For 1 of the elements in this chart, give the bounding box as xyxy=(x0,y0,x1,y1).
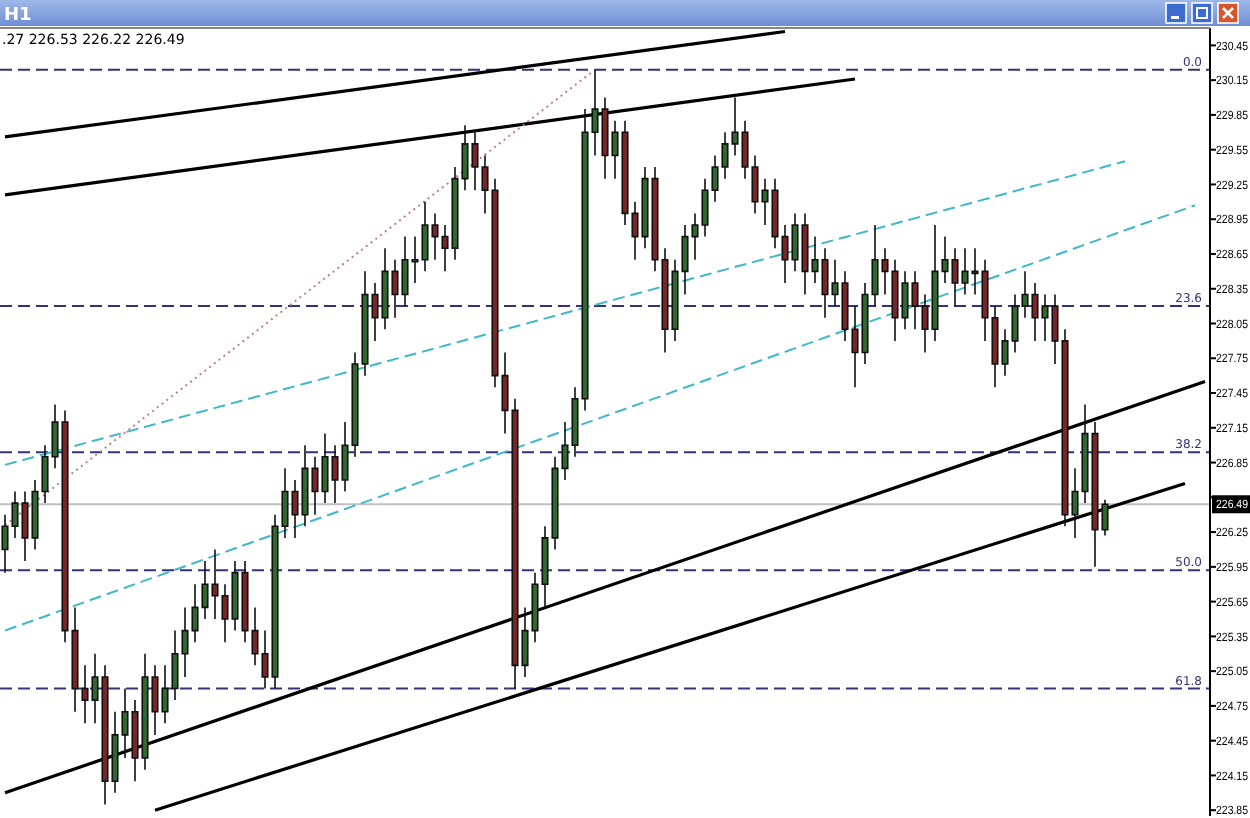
chart-title: H1 xyxy=(4,6,32,26)
